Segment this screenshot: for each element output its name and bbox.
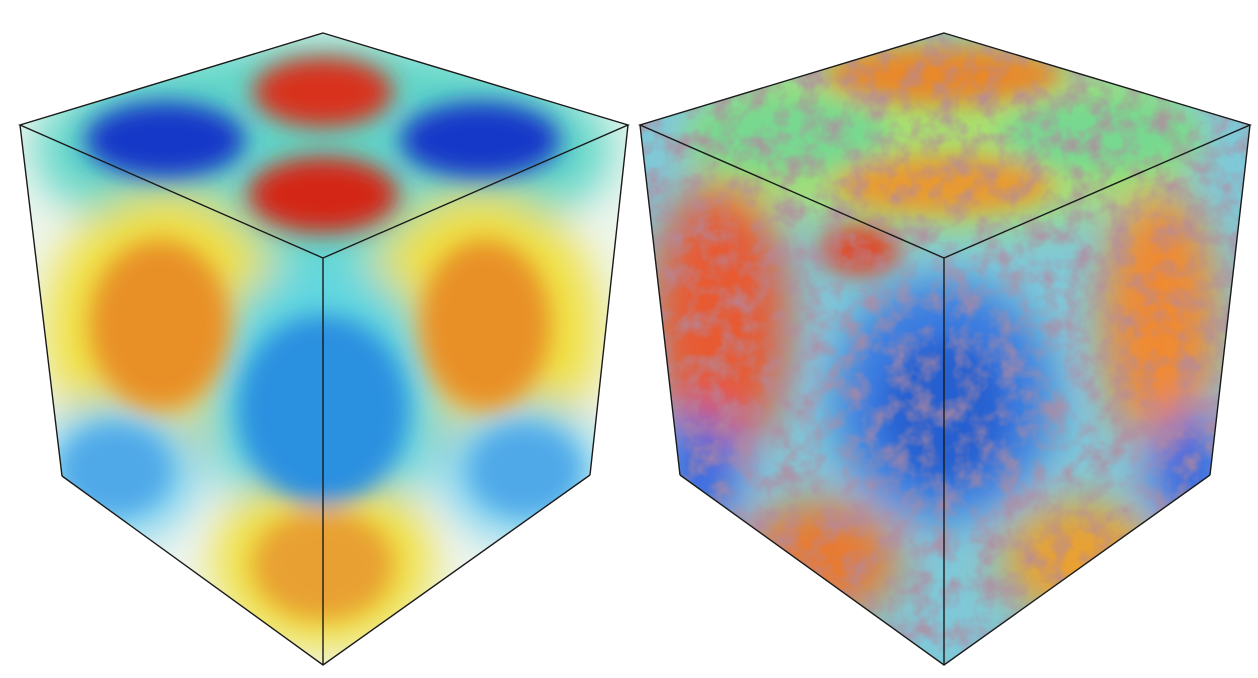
cube-edge [639,124,681,476]
cube-edge [589,124,629,476]
right-cube-outline [637,32,1253,666]
cube-edge [1209,124,1251,476]
cube-bottom-edges [679,474,1211,666]
cube-bottom-edges [61,474,591,666]
left-cube-outline [17,32,631,666]
cube-edge [19,124,63,477]
turbulence-texture [640,33,1250,665]
